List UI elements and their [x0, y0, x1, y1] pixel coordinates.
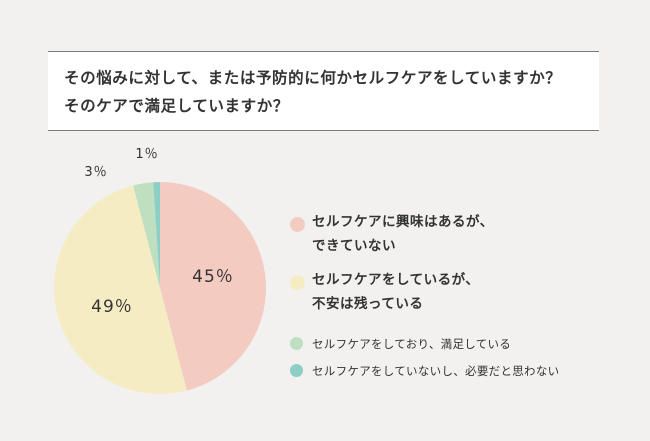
- legend-dot: [290, 364, 303, 377]
- slice-value-label: 1％: [135, 147, 158, 162]
- legend-dot: [290, 337, 303, 350]
- slice-not-needed: [153, 182, 160, 288]
- legend-label: セルフケアをしており、満足している: [312, 337, 512, 351]
- legend-label: セルフケアをしているが、 不安は残っている: [312, 272, 480, 312]
- question-line-1: その悩みに対して、または予防的に何かセルフケアをしていますか？: [64, 69, 562, 87]
- legend-label: セルフケアをしていないし、必要だと思わない: [312, 364, 560, 378]
- slice-value-label: 45％: [192, 267, 234, 287]
- question-line-2: そのケアで満足していますか？: [64, 97, 289, 115]
- question-box: その悩みに対して、または予防的に何かセルフケアをしていますか？ そのケアで満足し…: [48, 51, 599, 131]
- legend-label: セルフケアに興味はあるが、 できていない: [312, 214, 494, 254]
- slice-doing-satisfied: [133, 182, 160, 288]
- legend-dot: [290, 275, 305, 290]
- legend-dot: [290, 217, 305, 232]
- slice-interested-not-doing: [160, 182, 266, 391]
- slice-value-label: 3％: [84, 165, 107, 180]
- slice-doing-still-anxious: [54, 185, 187, 395]
- slice-value-label: 49％: [91, 297, 133, 317]
